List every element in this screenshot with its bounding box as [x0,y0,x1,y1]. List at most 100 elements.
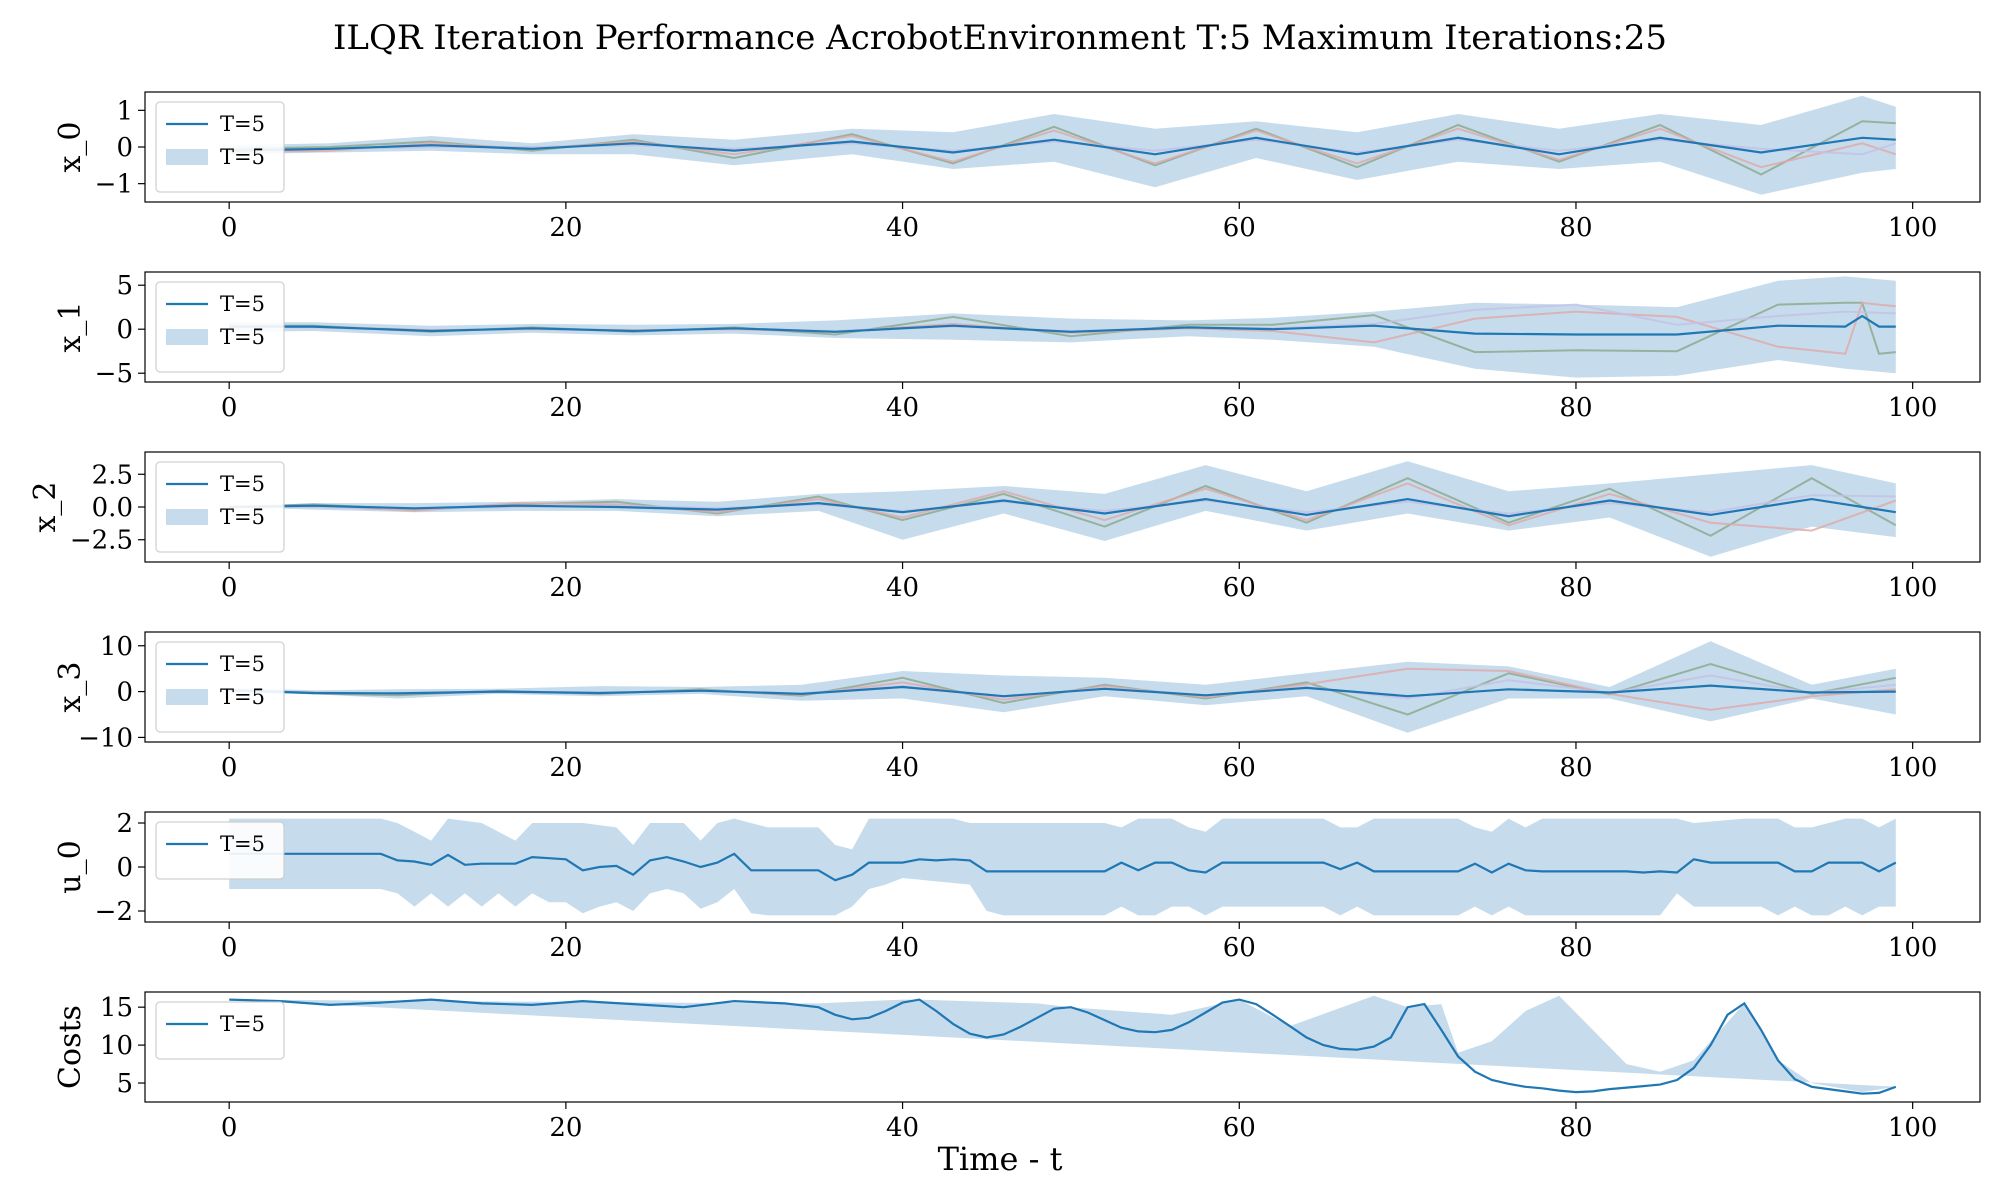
y-axis-label: Costs [53,1005,88,1089]
x-tick-label: 80 [1559,393,1592,423]
x-tick-label: 0 [221,933,238,963]
plot-area [229,276,1896,378]
y-tick-label: 0 [116,315,133,345]
x-tick-label: 40 [886,393,919,423]
legend-label: T=5 [220,652,265,676]
legend-band-swatch [166,689,208,705]
x-tick-label: 20 [549,573,582,603]
x-tick-label: 20 [549,933,582,963]
y-tick-label: 0 [116,678,133,708]
mean-line [229,998,1897,1095]
x-tick-label: 40 [886,753,919,783]
y-tick-label: 1 [116,96,133,126]
y-tick-label: −10 [78,723,133,753]
x-tick-label: 80 [1559,1113,1592,1143]
x-tick-label: 0 [221,213,238,243]
x-tick-label: 40 [886,1113,919,1143]
x-tick-label: 20 [549,753,582,783]
std-band [229,276,1896,378]
y-axis-label: x_0 [53,121,88,172]
std-band [229,95,1896,195]
subplot-Costs: 0 20 40 60 80 100 15 10 5 Costs T=5 [53,991,1981,1143]
x-tick-label: 40 [886,213,919,243]
x-tick-label: 100 [1888,213,1938,243]
y-tick-label: 5 [116,271,133,301]
legend-band-swatch [166,149,208,165]
mean-line [229,314,1896,336]
y-tick-label: 10 [100,1031,133,1061]
x-tick-label: 60 [1223,393,1256,423]
plot-area [229,641,1896,733]
subplot-x_1: 0 20 40 60 80 100 5 0 −5x_1 T=5 T=5 [53,271,1981,423]
plot-area [229,995,1897,1095]
x-tick-label: 0 [221,393,238,423]
mean-line [229,684,1896,698]
y-axis-label: x_1 [53,301,88,352]
x-tick-label: 60 [1223,1113,1256,1143]
legend-label: T=5 [220,112,265,136]
std-band [229,818,1896,916]
x-tick-label: 60 [1223,753,1256,783]
subplot-x_0: 0 20 40 60 80 100 1 0 −1x_0 T=5 T=5 [53,91,1981,243]
y-tick-label: 5 [116,1069,133,1099]
x-tick-label: 20 [549,393,582,423]
x-tick-label: 40 [886,573,919,603]
legend-box [155,1001,285,1060]
y-tick-label: 0 [116,853,133,883]
x-tick-label: 80 [1559,573,1592,603]
x-tick-label: 0 [221,1113,238,1143]
plot-area [229,95,1897,195]
std-band [229,641,1896,733]
x-tick-label: 80 [1559,933,1592,963]
x-tick-label: 20 [549,1113,582,1143]
legend-label: T=5 [220,1012,265,1036]
legend-label: T=5 [220,832,265,856]
legend-band-swatch [166,329,208,345]
x-tick-label: 60 [1223,573,1256,603]
x-tick-label: 100 [1888,1113,1938,1143]
y-tick-label: −5 [95,359,133,389]
x-tick-label: 100 [1888,753,1938,783]
y-tick-label: −2 [95,897,133,927]
plot-area [229,818,1897,916]
y-tick-label: 15 [100,993,133,1023]
axes-frame [144,271,1981,383]
x-tick-label: 0 [221,573,238,603]
legend-box [155,821,285,880]
mean-line [229,136,1896,156]
x-tick-label: 20 [549,213,582,243]
figure-title: ILQR Iteration Performance AcrobotEnviro… [332,18,1667,58]
x-tick-label: 60 [1223,933,1256,963]
legend-label: T=5 [220,145,265,169]
x-axis-label: Time - t [937,1140,1063,1178]
subplot-x_2: 0 20 40 60 80 100 2.50.0−2.5x_2 T=5 T=5 [28,451,1981,603]
y-tick-label: 2.5 [92,460,133,490]
legend-band-swatch [166,509,208,525]
y-tick-label: 0 [116,133,133,163]
std-band [229,995,1896,1093]
legend-label: T=5 [220,685,265,709]
x-tick-label: 80 [1559,213,1592,243]
x-tick-label: 80 [1559,753,1592,783]
mean-line [229,497,1896,518]
y-axis-label: x_3 [53,661,88,712]
y-tick-label: 2 [116,809,133,839]
x-tick-label: 60 [1223,213,1256,243]
y-tick-label: −1 [95,170,133,200]
plot-area [229,461,1897,557]
y-tick-label: −2.5 [70,526,133,556]
y-tick-label: 10 [100,632,133,662]
axes-frame [144,991,1981,1103]
legend-label: T=5 [220,472,265,496]
x-tick-label: 0 [221,753,238,783]
y-axis-label: u_0 [53,840,88,893]
x-tick-label: 40 [886,933,919,963]
x-tick-label: 100 [1888,573,1938,603]
x-tick-label: 100 [1888,933,1938,963]
x-tick-label: 100 [1888,393,1938,423]
mean-line [229,852,1897,882]
axes-frame [144,631,1981,743]
